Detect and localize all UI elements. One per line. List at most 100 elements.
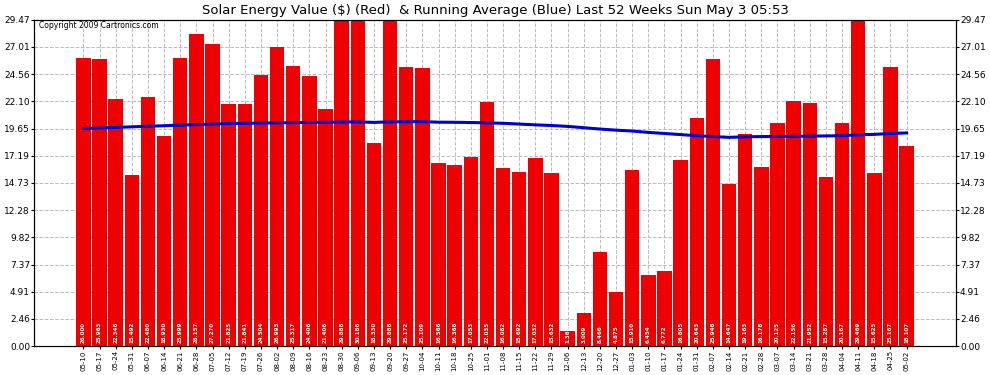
Bar — [560, 331, 575, 346]
Text: 25.109: 25.109 — [420, 322, 425, 343]
Bar — [189, 34, 204, 346]
Bar — [642, 274, 655, 346]
Bar — [835, 123, 849, 346]
Bar — [125, 174, 139, 346]
Bar — [512, 172, 527, 346]
Bar — [463, 157, 478, 346]
Text: 18.930: 18.930 — [161, 322, 166, 343]
Text: 20.125: 20.125 — [775, 322, 780, 343]
Bar — [302, 76, 317, 346]
Bar — [786, 101, 801, 346]
Text: 4.875: 4.875 — [614, 325, 619, 343]
Text: 20.167: 20.167 — [840, 322, 844, 343]
Bar — [867, 173, 882, 346]
Bar — [238, 104, 252, 346]
Text: 15.632: 15.632 — [549, 322, 554, 343]
Text: 22.480: 22.480 — [146, 322, 150, 343]
Bar — [415, 68, 430, 346]
Text: 20.643: 20.643 — [694, 322, 699, 343]
Text: 25.317: 25.317 — [291, 322, 296, 343]
Bar — [383, 15, 397, 346]
Text: 6.454: 6.454 — [645, 325, 650, 343]
Bar — [738, 134, 752, 346]
Text: 28.157: 28.157 — [194, 322, 199, 343]
Bar — [480, 102, 494, 346]
Text: 26.993: 26.993 — [274, 321, 279, 343]
Text: 14.647: 14.647 — [727, 321, 732, 343]
Bar — [222, 104, 236, 346]
Bar — [544, 173, 558, 346]
Bar — [108, 99, 123, 346]
Text: 25.946: 25.946 — [711, 321, 716, 343]
Text: 16.082: 16.082 — [501, 322, 506, 343]
Text: 21.406: 21.406 — [323, 322, 328, 343]
Bar — [754, 167, 768, 346]
Text: 24.504: 24.504 — [258, 322, 263, 343]
Text: 3.009: 3.009 — [581, 326, 586, 343]
Bar — [447, 165, 462, 346]
Bar — [593, 252, 607, 346]
Bar — [76, 58, 91, 346]
Bar — [803, 103, 817, 346]
Title: Solar Energy Value ($) (Red)  & Running Average (Blue) Last 52 Weeks Sun May 3 0: Solar Energy Value ($) (Red) & Running A… — [202, 4, 788, 17]
Bar — [205, 44, 220, 346]
Text: 21.841: 21.841 — [243, 322, 248, 343]
Text: 15.287: 15.287 — [824, 322, 829, 343]
Bar — [673, 160, 688, 346]
Text: 22.346: 22.346 — [113, 322, 118, 343]
Bar — [399, 68, 414, 346]
Text: 1.369: 1.369 — [565, 326, 570, 343]
Bar — [270, 47, 284, 346]
Bar — [899, 146, 914, 346]
Text: 25.167: 25.167 — [888, 322, 893, 343]
Bar — [851, 20, 865, 346]
Text: 26.000: 26.000 — [81, 322, 86, 343]
Bar — [141, 97, 155, 346]
Text: 6.772: 6.772 — [662, 326, 667, 343]
Text: 22.156: 22.156 — [791, 322, 796, 343]
Text: Copyright 2009 Cartronics.com: Copyright 2009 Cartronics.com — [39, 21, 158, 30]
Bar — [92, 58, 107, 346]
Text: 21.825: 21.825 — [226, 322, 231, 343]
Bar — [335, 15, 348, 346]
Text: 21.952: 21.952 — [807, 322, 812, 343]
Bar — [156, 136, 171, 346]
Bar — [528, 158, 543, 346]
Bar — [625, 170, 640, 346]
Bar — [657, 271, 672, 346]
Text: 18.330: 18.330 — [371, 322, 376, 343]
Bar — [496, 168, 510, 346]
Bar — [286, 66, 301, 346]
Bar — [609, 292, 624, 346]
Text: 15.910: 15.910 — [630, 322, 635, 343]
Bar — [576, 313, 591, 346]
Text: 22.035: 22.035 — [484, 322, 489, 343]
Text: 16.178: 16.178 — [759, 322, 764, 343]
Bar — [883, 68, 898, 346]
Bar — [173, 58, 187, 346]
Text: 18.107: 18.107 — [904, 322, 909, 343]
Text: 15.492: 15.492 — [130, 322, 135, 343]
Bar — [706, 59, 720, 346]
Text: 16.566: 16.566 — [436, 321, 441, 343]
Text: 15.625: 15.625 — [872, 322, 877, 343]
Text: 24.406: 24.406 — [307, 322, 312, 343]
Text: 29.469: 29.469 — [855, 321, 860, 343]
Bar — [318, 109, 333, 346]
Text: 29.888: 29.888 — [340, 321, 345, 343]
Bar — [366, 143, 381, 346]
Bar — [350, 12, 365, 346]
Text: 25.963: 25.963 — [97, 321, 102, 343]
Bar — [432, 163, 446, 346]
Text: 17.032: 17.032 — [533, 322, 538, 343]
Text: 16.805: 16.805 — [678, 322, 683, 343]
Text: 8.466: 8.466 — [597, 325, 603, 343]
Text: 27.270: 27.270 — [210, 322, 215, 343]
Text: 30.186: 30.186 — [355, 322, 360, 343]
Bar — [722, 184, 737, 346]
Bar — [819, 177, 834, 346]
Text: 19.163: 19.163 — [742, 322, 747, 343]
Text: 16.368: 16.368 — [452, 321, 457, 343]
Text: 15.692: 15.692 — [517, 322, 522, 343]
Text: 17.053: 17.053 — [468, 322, 473, 343]
